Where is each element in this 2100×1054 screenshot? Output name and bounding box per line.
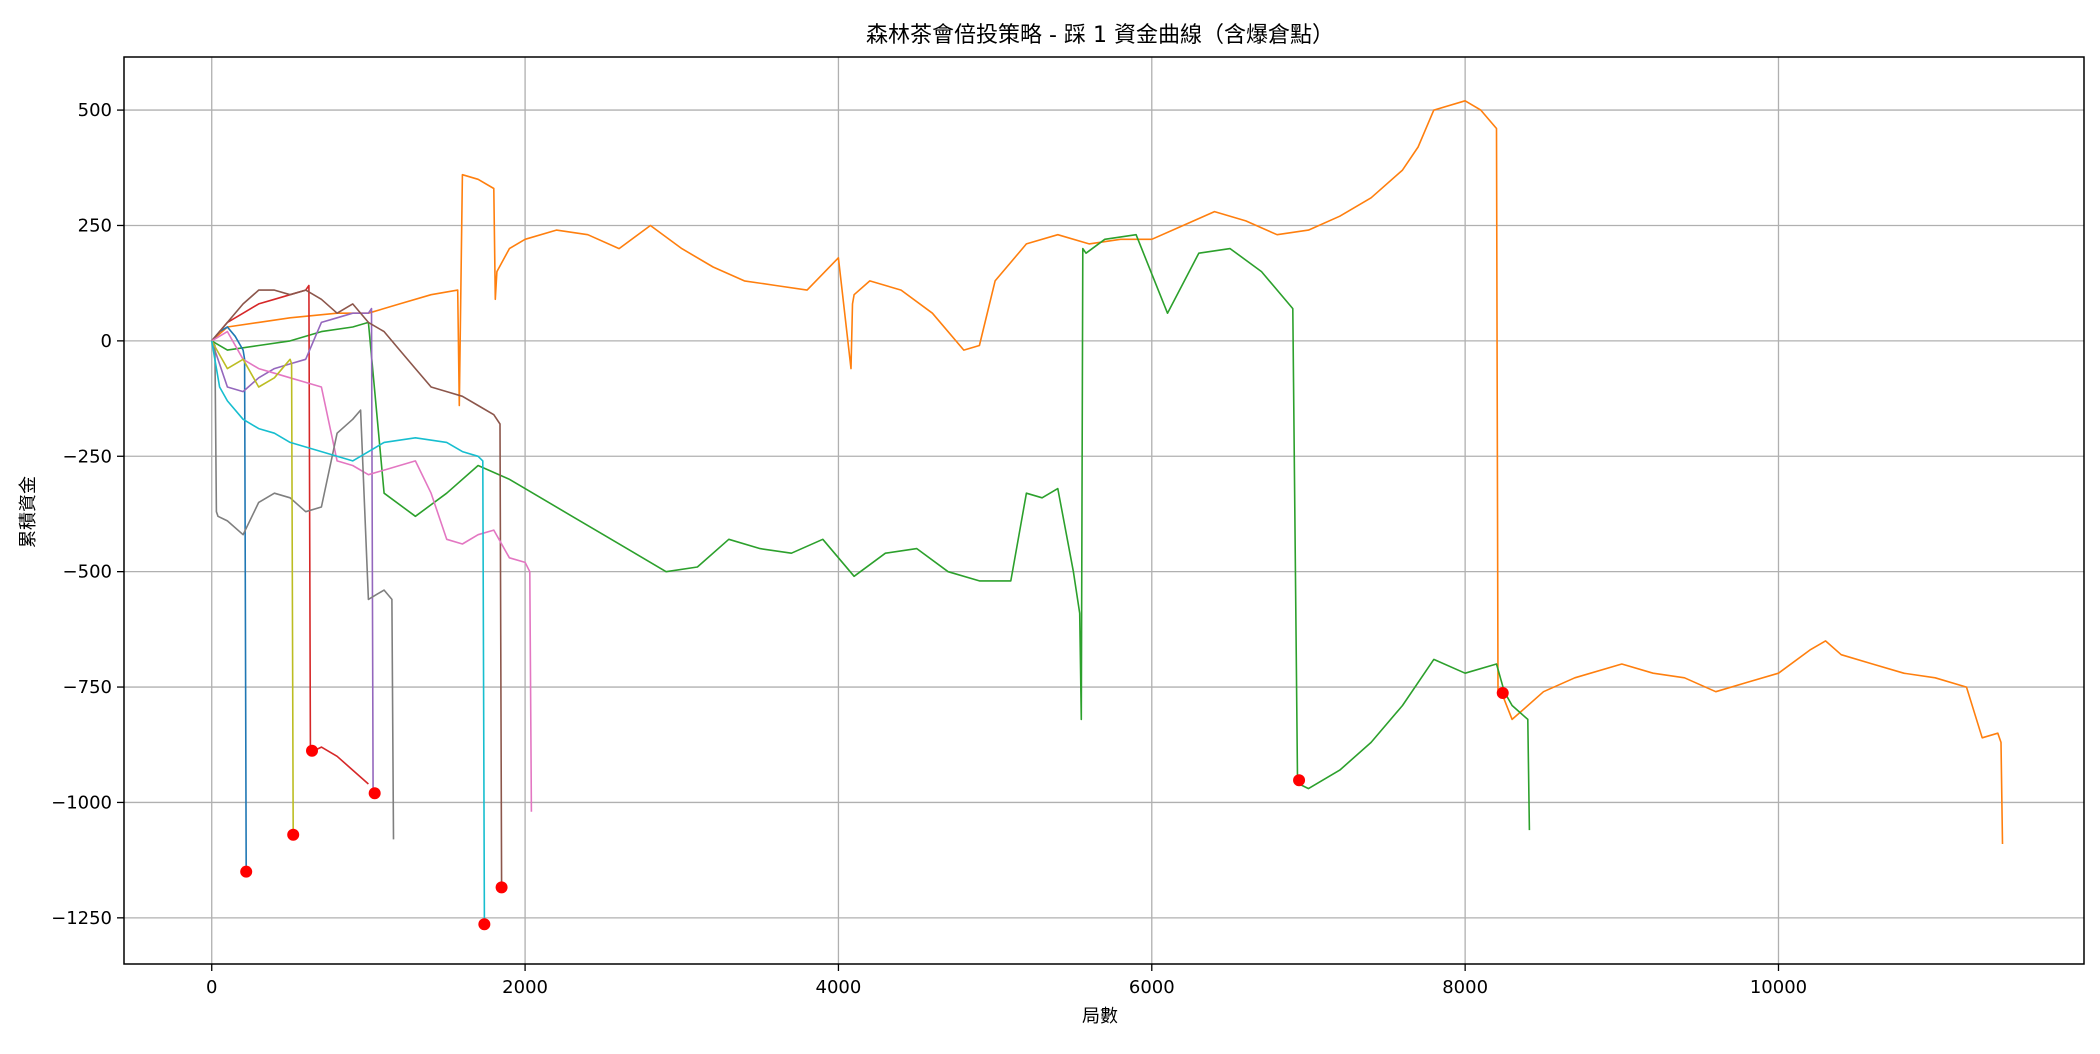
y-tick-label: −250	[63, 446, 112, 467]
x-tick-label: 6000	[1129, 977, 1175, 998]
y-tick-label: −500	[63, 562, 112, 583]
series-line-3	[211, 284, 369, 785]
blowup-point	[287, 828, 300, 841]
series-line-10	[210, 340, 486, 923]
y-tick-label: −1250	[51, 908, 112, 929]
blowup-point	[495, 881, 508, 894]
y-tick-label: −1000	[51, 792, 112, 813]
y-axis-ticks: −1250 −1000 −750 −500 −250 0 250 500	[51, 100, 124, 929]
series-line-1	[211, 100, 2004, 845]
blowup-point	[478, 918, 491, 931]
grid-lines	[124, 57, 2084, 964]
blowup-points	[240, 687, 1509, 931]
y-tick-label: −750	[63, 677, 112, 698]
x-tick-label: 0	[206, 977, 217, 998]
y-tick-label: 0	[101, 331, 112, 352]
series-line-7	[211, 330, 533, 812]
plot-frame	[123, 56, 2085, 965]
y-axis-label: 累積資金	[18, 476, 39, 548]
y-tick-label: 500	[78, 100, 112, 121]
x-axis-ticks: 0 2000 4000 6000 8000 10000	[206, 964, 1807, 998]
blowup-point	[240, 865, 253, 878]
x-axis-label: 局數	[1082, 1006, 1118, 1027]
series-line-8	[211, 340, 395, 840]
series-line-5	[210, 307, 374, 794]
series-line-6	[211, 289, 503, 886]
y-tick-label: 250	[78, 215, 112, 236]
series-line-9	[211, 340, 294, 835]
series-line-4	[211, 326, 247, 872]
x-tick-label: 4000	[816, 977, 862, 998]
x-tick-label: 2000	[502, 977, 548, 998]
series-layer	[210, 100, 2004, 923]
x-tick-label: 10000	[1750, 977, 1807, 998]
blowup-point	[368, 787, 381, 800]
blowup-point	[1496, 687, 1509, 700]
chart-title: 森林茶會倍投策略 - 踩 1 資金曲線（含爆倉點）	[866, 23, 1334, 48]
series-line-2	[211, 233, 1531, 831]
blowup-point	[1293, 774, 1306, 787]
blowup-point	[306, 744, 319, 757]
x-tick-label: 8000	[1442, 977, 1488, 998]
